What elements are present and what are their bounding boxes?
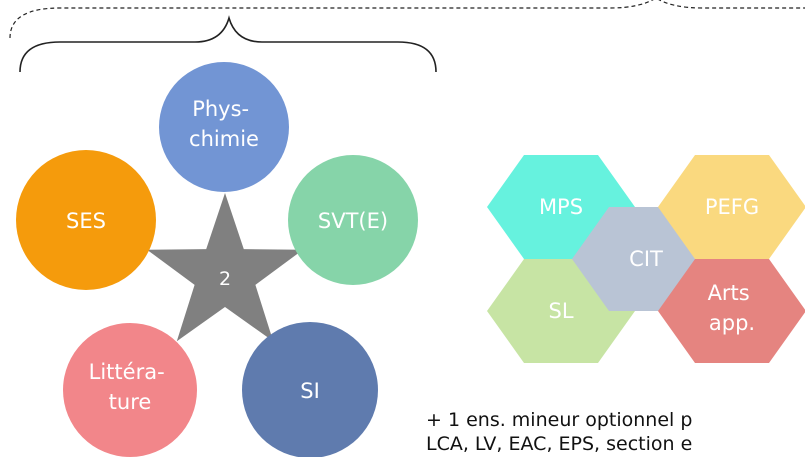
hex-sl-label: SL	[548, 299, 573, 323]
circle-si-label: SI	[300, 379, 320, 403]
svg-text:Phys- chimie: Phys- chimie	[189, 97, 259, 151]
circle-litt: Littéra- ture	[63, 323, 197, 457]
hex-arts-line2: app.	[709, 311, 755, 335]
hex-pefg-label: PEFG	[705, 195, 759, 219]
circle-litt-line1: Littéra-	[89, 360, 165, 384]
svg-text:Arts app.: Arts app.	[708, 281, 757, 335]
circle-ses: SES	[16, 150, 156, 290]
circle-phys-line2: chimie	[189, 127, 259, 151]
dashed-brace	[9, 0, 805, 39]
hex-cit-label: CIT	[629, 247, 663, 271]
note-line-2: LCA, LV, EAC, EPS, section e	[426, 433, 693, 455]
star-number: 2	[219, 268, 231, 290]
circle-litt-line2: ture	[109, 390, 152, 414]
circle-si: SI	[242, 322, 378, 457]
circle-svt: SVT(E)	[288, 155, 418, 285]
hex-mps-label: MPS	[539, 195, 583, 219]
optional-course-note: + 1 ens. mineur optionnel p LCA, LV, EAC…	[426, 408, 805, 456]
hex-pefg: PEFG	[658, 155, 805, 259]
hex-arts-line1: Arts	[708, 281, 750, 305]
star-shape	[147, 193, 303, 342]
note-line-1: + 1 ens. mineur optionnel p	[426, 409, 693, 431]
svg-text:Littéra- ture: Littéra- ture	[89, 360, 172, 414]
circle-svt-label: SVT(E)	[318, 209, 388, 233]
solid-brace	[19, 15, 437, 73]
circle-phys-line1: Phys-	[192, 97, 249, 121]
hex-arts: Arts app.	[658, 259, 805, 363]
circle-ses-label: SES	[66, 209, 106, 233]
circle-phys: Phys- chimie	[159, 62, 289, 192]
